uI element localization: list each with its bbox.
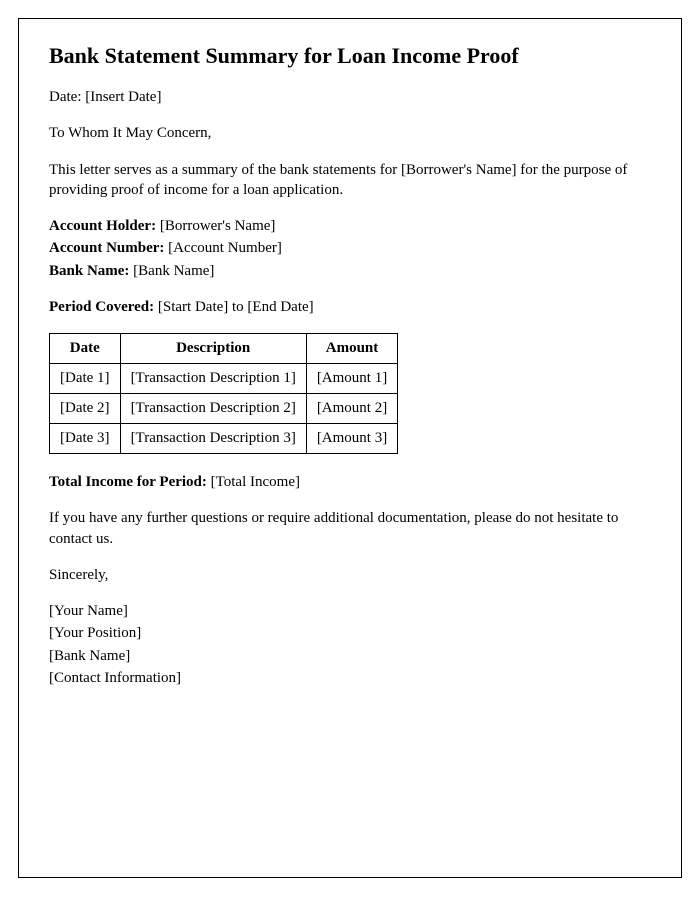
table-header-row: Date Description Amount (50, 334, 398, 364)
date-label: Date: (49, 89, 85, 105)
table-row: [Date 3] [Transaction Description 3] [Am… (50, 424, 398, 454)
transactions-table: Date Description Amount [Date 1] [Transa… (49, 333, 398, 454)
bank-name-label: Bank Name: (49, 263, 133, 279)
salutation: To Whom It May Concern, (49, 123, 651, 143)
account-block: Account Holder: [Borrower's Name] Accoun… (49, 216, 651, 281)
account-number-label: Account Number: (49, 240, 168, 256)
account-holder-label: Account Holder: (49, 218, 160, 234)
signature-bank: [Bank Name] (49, 646, 651, 666)
account-holder-value: [Borrower's Name] (160, 218, 276, 234)
cell-amount: [Amount 3] (306, 424, 397, 454)
col-amount: Amount (306, 334, 397, 364)
cell-description: [Transaction Description 2] (120, 394, 306, 424)
period-label: Period Covered: (49, 299, 158, 315)
signoff: Sincerely, (49, 565, 651, 585)
cell-date: [Date 2] (50, 394, 121, 424)
signature-contact: [Contact Information] (49, 668, 651, 688)
total-label: Total Income for Period: (49, 474, 211, 490)
signature-position: [Your Position] (49, 623, 651, 643)
cell-amount: [Amount 1] (306, 364, 397, 394)
bank-name-line: Bank Name: [Bank Name] (49, 261, 651, 281)
closing-paragraph: If you have any further questions or req… (49, 508, 651, 549)
bank-name-value: [Bank Name] (133, 263, 214, 279)
col-description: Description (120, 334, 306, 364)
document-page: Bank Statement Summary for Loan Income P… (18, 18, 682, 878)
date-line: Date: [Insert Date] (49, 87, 651, 107)
signature-block: [Your Name] [Your Position] [Bank Name] … (49, 601, 651, 688)
intro-paragraph: This letter serves as a summary of the b… (49, 160, 651, 201)
account-number-value: [Account Number] (168, 240, 282, 256)
period-value: [Start Date] to [End Date] (158, 299, 314, 315)
account-number-line: Account Number: [Account Number] (49, 238, 651, 258)
total-value: [Total Income] (211, 474, 300, 490)
cell-amount: [Amount 2] (306, 394, 397, 424)
table-row: [Date 1] [Transaction Description 1] [Am… (50, 364, 398, 394)
cell-description: [Transaction Description 3] (120, 424, 306, 454)
period-line: Period Covered: [Start Date] to [End Dat… (49, 297, 651, 317)
signature-name: [Your Name] (49, 601, 651, 621)
cell-date: [Date 3] (50, 424, 121, 454)
document-title: Bank Statement Summary for Loan Income P… (49, 43, 651, 69)
table-row: [Date 2] [Transaction Description 2] [Am… (50, 394, 398, 424)
cell-date: [Date 1] (50, 364, 121, 394)
total-line: Total Income for Period: [Total Income] (49, 472, 651, 492)
account-holder-line: Account Holder: [Borrower's Name] (49, 216, 651, 236)
date-value: [Insert Date] (85, 89, 161, 105)
cell-description: [Transaction Description 1] (120, 364, 306, 394)
col-date: Date (50, 334, 121, 364)
